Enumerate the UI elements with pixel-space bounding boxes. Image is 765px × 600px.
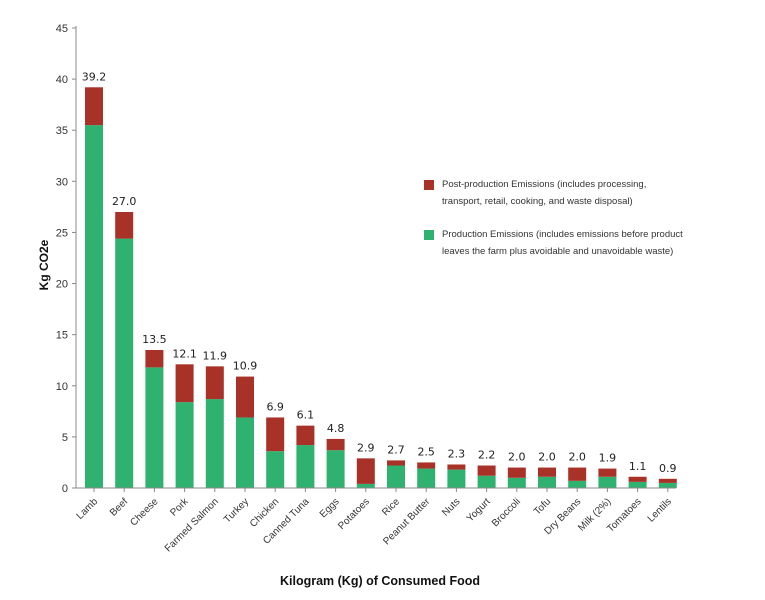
y-axis-title: Kg CO2e [37,239,51,291]
bar-production-7 [296,445,315,488]
bar-post-production-19 [658,478,677,483]
y-tick-label: 40 [56,74,68,86]
y-tick-label: 10 [56,381,68,393]
x-tick-label-14: Broccoli [490,496,523,529]
x-tick-label-9: Potatoes [336,496,372,532]
bar-production-9 [356,483,375,488]
bar-post-production-13 [477,465,496,476]
total-label-15: 2.0 [538,451,556,464]
y-tick-label: 5 [62,432,68,444]
bar-post-production-14 [507,467,526,478]
total-label-1: 27.0 [112,195,137,208]
total-label-18: 1.1 [629,460,647,473]
y-tick-label: 35 [56,125,68,137]
total-label-8: 4.8 [327,422,345,435]
total-label-3: 12.1 [172,347,197,360]
legend-swatch-post-production [424,180,434,190]
x-tick-label-10: Rice [380,496,402,518]
x-tick-label-5: Turkey [222,496,251,525]
bar-post-production-0 [85,87,103,126]
legend-label-post-production: Post-production Emissions (includes proc… [442,179,647,207]
y-tick-label: 15 [56,330,68,342]
legend-item-production: Production Emissions (includes emissions… [424,226,684,260]
x-axis-title: Kilogram (Kg) of Consumed Food [280,574,480,588]
total-label-10: 2.7 [387,443,405,456]
bar-post-production-4 [205,366,224,400]
bar-post-production-11 [417,462,436,469]
bar-post-production-18 [628,476,647,482]
legend-item-post-production: Post-production Emissions (includes proc… [424,176,684,210]
bar-post-production-1 [115,212,134,239]
bar-post-production-10 [387,460,405,466]
bar-production-6 [266,451,285,488]
x-tick-label-8: Eggs [318,496,342,520]
bar-production-11 [417,468,436,488]
bar-production-4 [205,399,224,488]
total-label-6: 6.9 [266,400,284,413]
bar-production-2 [145,367,164,488]
y-tick-label: 25 [56,227,68,239]
bar-production-1 [115,238,134,488]
bar-production-10 [387,465,405,488]
bar-production-19 [658,482,677,488]
total-label-4: 11.9 [203,349,228,362]
y-axis: 0 5 10 15 20 25 30 35 40 45 [56,23,77,495]
bar-production-5 [236,417,254,488]
bar-production-14 [507,477,526,488]
bar-production-3 [175,402,194,488]
total-label-5: 10.9 [233,360,258,373]
bar-post-production-5 [236,376,254,418]
total-label-0: 39.2 [82,70,107,83]
bar-production-18 [628,481,647,488]
bar-post-production-8 [326,438,345,451]
total-label-7: 6.1 [297,409,315,422]
bar-production-8 [326,450,345,488]
bar-production-0 [85,125,103,488]
legend-swatch-production [424,230,434,240]
x-tick-label-12: Nuts [440,496,462,518]
bar-production-17 [598,476,617,488]
total-label-14: 2.0 [508,451,526,464]
x-tick-label-15: Tofu [532,496,553,517]
bar-post-production-3 [175,364,194,403]
bar-production-15 [538,476,556,488]
bar-post-production-9 [356,458,375,484]
x-tick-label-19: Lentils [646,496,674,524]
bar-production-16 [568,480,587,488]
bar-post-production-6 [266,417,285,452]
total-label-2: 13.5 [142,333,167,346]
bar-production-13 [477,475,496,488]
bar-post-production-16 [568,467,587,481]
x-tick-label-0: Lamb [75,496,101,522]
x-tick-label-3: Pork [168,496,191,519]
total-label-16: 2.0 [568,451,586,464]
total-label-11: 2.5 [417,445,435,458]
bar-post-production-12 [447,464,466,470]
total-label-9: 2.9 [357,441,375,454]
legend-label-production: Production Emissions (includes emissions… [442,229,683,257]
x-tick-label-4: Farmed Salmon [163,496,221,554]
x-tick-label-1: Beef [108,496,130,518]
bars: 39.2 27.0 13.5 12.1 11.9 10.9 6.9 6.1 4.8 2.9 2.7 2… [82,70,677,488]
y-tick-label: 20 [56,279,68,291]
total-label-12: 2.3 [448,447,466,460]
total-label-13: 2.2 [478,449,496,462]
y-tick-label: 45 [56,23,68,35]
y-tick-label: 30 [56,176,68,188]
legend: Post-production Emissions (includes proc… [424,176,684,276]
x-tick-label-13: Yogurt [465,496,493,524]
bar-post-production-2 [145,350,164,368]
x-tick-label-2: Cheese [128,496,160,528]
bar-post-production-15 [538,467,556,477]
bar-post-production-7 [296,425,315,446]
y-tick-label: 0 [62,483,68,495]
bar-post-production-17 [598,468,617,477]
bar-production-12 [447,469,466,488]
total-label-17: 1.9 [599,452,617,465]
total-label-19: 0.9 [659,462,677,475]
